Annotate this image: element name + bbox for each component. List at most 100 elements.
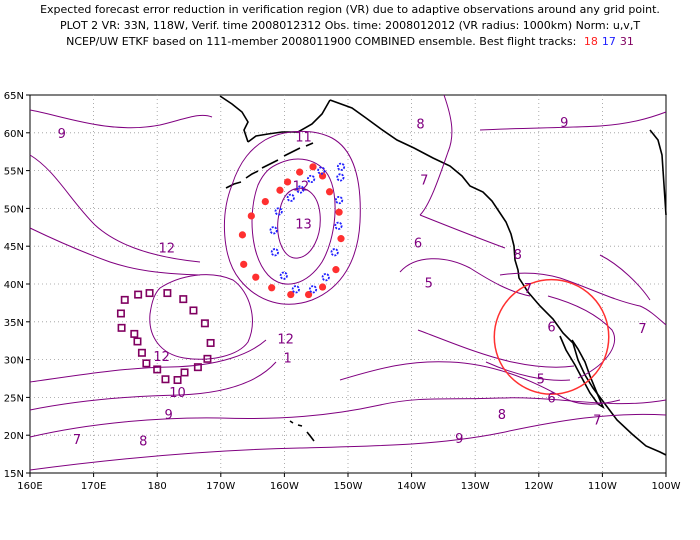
contour-line — [479, 111, 667, 131]
track-31-dropsonde-point — [203, 354, 212, 363]
contour-label: 13 — [295, 218, 312, 233]
track-18-dropsonde-point — [287, 290, 295, 299]
y-tick-label: 40N — [4, 280, 24, 291]
contour-label: 8 — [139, 434, 147, 449]
flight-track-17-blue — [269, 162, 346, 294]
contour-label: 8 — [498, 408, 506, 423]
track-31-dropsonde-point — [134, 290, 143, 299]
track-18-dropsonde-point — [309, 163, 317, 171]
contour-label: 12 — [153, 350, 170, 365]
contour-line — [29, 361, 277, 411]
track-31-dropsonde-point — [163, 289, 172, 298]
contour-label: 7 — [420, 174, 428, 189]
track-17-dropsonde-point — [269, 226, 278, 235]
contour-lines — [29, 94, 667, 471]
y-tick-label: 65N — [4, 91, 24, 102]
track-31-dropsonde-point — [193, 363, 202, 372]
contour-line — [419, 94, 453, 216]
y-tick-label: 50N — [4, 204, 24, 215]
coastline-aleutian-alaska-peninsula — [247, 99, 331, 143]
contour-label: 7 — [524, 282, 532, 297]
contour-label: 12 — [277, 332, 294, 347]
track-18-dropsonde-point — [240, 260, 248, 268]
coastline-baja-california — [559, 335, 605, 409]
track-17-dropsonde-point — [330, 248, 339, 257]
y-tick-label: 45N — [4, 242, 24, 253]
contour-label: 9 — [560, 116, 568, 131]
track-17-dropsonde-point — [274, 207, 283, 216]
contour-line — [224, 130, 361, 305]
track-31-dropsonde-point — [116, 309, 125, 318]
contour-label: 7 — [638, 322, 646, 337]
contour-line — [29, 227, 201, 276]
coastline-aleutian-islands — [225, 142, 314, 189]
coastline-alaska-west — [219, 95, 249, 143]
contour-label: 9 — [165, 408, 173, 423]
track-18-dropsonde-point — [247, 212, 255, 220]
track-18-dropsonde-point — [318, 283, 327, 291]
track-17-dropsonde-point — [336, 162, 346, 171]
contour-label: 1 — [283, 351, 291, 366]
track-31-dropsonde-point — [142, 359, 151, 368]
track-17-dropsonde-point — [334, 221, 343, 230]
contour-label: 6 — [547, 391, 555, 406]
contour-line — [29, 154, 201, 263]
y-tick-label: 60N — [4, 129, 24, 140]
contour-line — [29, 413, 667, 471]
track-17-dropsonde-point — [296, 185, 305, 194]
x-tick-label: 160W — [270, 481, 299, 492]
track-18-dropsonde-point — [283, 178, 292, 186]
track-18-dropsonde-point — [296, 168, 304, 176]
y-tick-label: 30N — [4, 356, 24, 367]
contour-line — [277, 187, 321, 259]
track-18-dropsonde-point — [268, 284, 276, 292]
x-tick-label: 120W — [524, 481, 553, 492]
track-18-dropsonde-point — [261, 197, 269, 206]
track-31-dropsonde-point — [200, 319, 209, 328]
contour-label: 7 — [593, 413, 601, 428]
track-legend-31: 31 — [619, 35, 634, 48]
contour-line — [251, 158, 336, 285]
track-18-dropsonde-point — [238, 231, 247, 239]
y-tick-label: 20N — [4, 431, 24, 442]
track-17-dropsonde-point — [291, 285, 300, 294]
contour-label: 12 — [293, 180, 310, 195]
x-tick-label: 110W — [588, 481, 617, 492]
track-31-dropsonde-point — [137, 348, 146, 357]
lat-lon-grid — [30, 95, 666, 473]
x-tick-label: 160E — [17, 481, 42, 492]
coastline-greenland-edge — [649, 129, 667, 216]
track-18-dropsonde-point — [325, 188, 334, 196]
verification-region-circle — [493, 278, 610, 395]
y-tick-label: 35N — [4, 318, 24, 329]
contour-label: 5 — [537, 373, 545, 388]
plot-title-line-2: PLOT 2 VR: 33N, 118W, Verif. time 200801… — [59, 19, 641, 32]
y-axis: 15N 20N 25N 30N 35N 40N 45N 50N 55N 60N 65N — [4, 91, 30, 480]
contour-label: 5 — [425, 276, 433, 291]
track-31-dropsonde-point — [145, 289, 154, 298]
track-18-dropsonde-point — [337, 235, 345, 243]
contour-line — [417, 329, 575, 368]
contour-line — [419, 214, 506, 249]
x-tick-label: 150W — [334, 481, 363, 492]
contour-label: 6 — [414, 236, 422, 251]
plot-title-line-1: Expected forecast error reduction in ver… — [40, 3, 660, 16]
contour-line — [485, 361, 571, 381]
track-17-dropsonde-point — [307, 174, 316, 184]
contour-label: 6 — [547, 320, 555, 335]
contour-line — [499, 272, 667, 326]
track-31-dropsonde-point — [161, 375, 170, 384]
coastline-hawaii — [289, 420, 315, 442]
track-31-dropsonde-point — [179, 295, 188, 304]
contour-line — [149, 274, 253, 360]
contour-label: 9 — [455, 432, 463, 447]
contour-label: 9 — [58, 127, 66, 142]
track-17-dropsonde-point — [270, 248, 279, 257]
track-legend-17: 17 — [601, 35, 616, 48]
contour-label: 7 — [73, 433, 81, 448]
track-17-dropsonde-point — [317, 166, 326, 175]
track-31-dropsonde-point — [133, 337, 142, 346]
track-31-dropsonde-point — [117, 323, 126, 332]
